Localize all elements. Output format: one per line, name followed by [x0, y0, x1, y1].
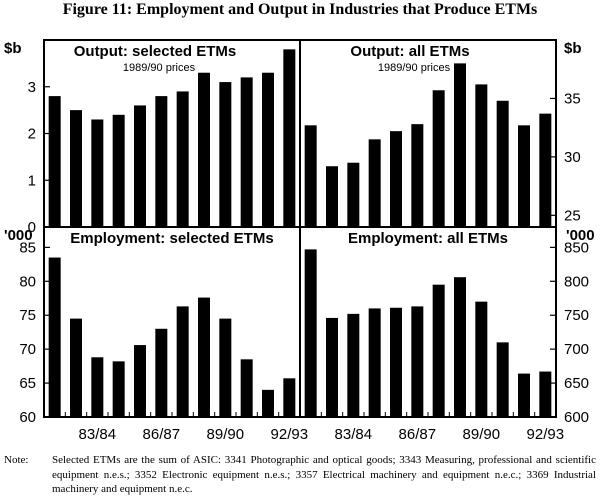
- right-top-unit-label: $b: [564, 40, 582, 57]
- panel-title: Output: selected ETMs: [74, 43, 237, 60]
- panel-3: Employment: selected ETMs: [48, 230, 296, 417]
- bar-83-84: [91, 119, 104, 227]
- bar-86-87: [411, 124, 424, 227]
- panel-2: Output: all ETMs 1989/90 prices: [304, 43, 552, 228]
- bar-89-90: [475, 301, 488, 417]
- bar-89-90: [219, 82, 232, 227]
- panel-title: Output: all ETMs: [350, 43, 469, 60]
- bar-89-90: [219, 318, 232, 417]
- bar-91-92: [518, 125, 530, 227]
- bar-83-84: [347, 313, 360, 417]
- y-tick-label: 65: [19, 375, 36, 392]
- y-tick-label: 85: [19, 239, 36, 256]
- y-tick-label: 0: [28, 219, 36, 236]
- bar-84-85: [112, 114, 125, 227]
- note-label: Note:: [4, 454, 29, 466]
- bar-81-82: [48, 257, 61, 417]
- panel-title: Employment: selected ETMs: [70, 230, 273, 247]
- bar-89-90: [475, 84, 488, 227]
- bar-87-88: [176, 91, 189, 228]
- bar-86-87: [155, 96, 168, 227]
- y-tick-label: 75: [19, 307, 36, 324]
- bar-81-82: [304, 249, 317, 417]
- bar-92-93: [539, 371, 552, 417]
- bar-92-93: [283, 378, 296, 417]
- bar-91-92: [262, 389, 274, 417]
- bar-84-85: [368, 308, 381, 417]
- panel-4: Employment: all ETMs: [304, 230, 552, 417]
- bar-87-88: [432, 284, 445, 417]
- bar-82-83: [70, 318, 82, 417]
- y-tick-label: 2: [28, 126, 36, 143]
- x-tick-label: 89/90: [207, 426, 245, 443]
- bar-85-86: [134, 105, 146, 227]
- y-tick-label: 30: [564, 149, 581, 166]
- y-tick-label: 600: [564, 409, 589, 426]
- bar-83-84: [91, 357, 104, 417]
- left-bottom-unit-label: '000: [4, 227, 33, 244]
- y-tick-label: 70: [19, 341, 36, 358]
- bar-85-86: [390, 307, 402, 417]
- y-tick-label: 60: [19, 409, 36, 426]
- panel-title: Employment: all ETMs: [348, 230, 508, 247]
- bar-91-92: [518, 373, 530, 417]
- y-tick-label: 800: [564, 273, 589, 290]
- bar-90-91: [496, 342, 509, 417]
- bar-88-89: [454, 277, 466, 417]
- bar-88-89: [198, 297, 210, 417]
- bar-90-91: [240, 77, 253, 228]
- bar-86-87: [411, 306, 424, 417]
- bar-90-91: [496, 100, 509, 227]
- bar-86-87: [155, 328, 168, 417]
- bar-82-83: [70, 110, 82, 228]
- panel-1: Output: selected ETMs 1989/90 prices: [48, 43, 296, 228]
- bar-92-93: [283, 49, 296, 227]
- right-bottom-unit-label: '000: [566, 227, 595, 244]
- bar-88-89: [198, 72, 210, 227]
- x-tick-label: 92/93: [527, 426, 565, 443]
- y-tick-label: 80: [19, 273, 36, 290]
- bar-87-88: [176, 306, 189, 417]
- bar-82-83: [326, 166, 338, 227]
- bar-84-85: [368, 139, 381, 227]
- y-tick-label: 1: [28, 172, 36, 189]
- y-tick-label: 35: [564, 90, 581, 107]
- x-tick-label: 92/93: [271, 426, 309, 443]
- panel-subtitle: 1989/90 prices: [378, 62, 451, 74]
- y-tick-label: 650: [564, 375, 589, 392]
- y-tick-label: 700: [564, 341, 589, 358]
- bar-85-86: [390, 131, 402, 227]
- left-top-unit-label: $b: [4, 40, 22, 57]
- bar-92-93: [539, 113, 552, 227]
- x-tick-label: 89/90: [463, 426, 501, 443]
- y-tick-label: 850: [564, 239, 589, 256]
- bar-87-88: [432, 90, 445, 227]
- bar-83-84: [347, 162, 360, 227]
- y-tick-label: 3: [28, 79, 36, 96]
- figure-title: Figure 11: Employment and Output in Indu…: [62, 1, 538, 18]
- x-tick-label: 86/87: [143, 426, 181, 443]
- bar-91-92: [262, 72, 274, 227]
- bar-81-82: [48, 96, 61, 227]
- bar-85-86: [134, 345, 146, 417]
- bar-84-85: [112, 361, 125, 417]
- bar-90-91: [240, 359, 253, 417]
- y-tick-label: 25: [564, 207, 581, 224]
- x-tick-label: 83/84: [79, 426, 117, 443]
- bar-88-89: [454, 63, 466, 228]
- bar-82-83: [326, 317, 338, 417]
- x-tick-label: 83/84: [335, 426, 373, 443]
- bar-81-82: [304, 125, 317, 227]
- note-text: Selected ETMs are the sum of ASIC: 3341 …: [52, 454, 596, 496]
- panel-subtitle: 1989/90 prices: [123, 62, 196, 74]
- x-tick-label: 86/87: [399, 426, 437, 443]
- y-tick-label: 750: [564, 307, 589, 324]
